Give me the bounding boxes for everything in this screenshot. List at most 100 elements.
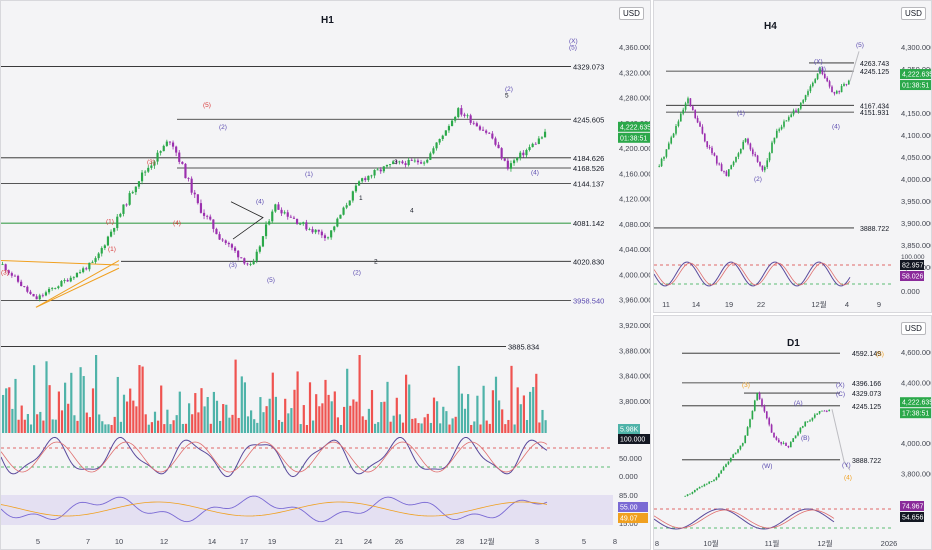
h1-price-tick: 4,040.000 — [619, 245, 651, 254]
d1-candle — [737, 449, 739, 453]
h1-volume-bar — [54, 419, 57, 433]
h1-volume-bar — [485, 420, 488, 433]
h1-volume-bar — [274, 396, 277, 433]
h1-wave-label: (1) — [106, 218, 114, 225]
h4-candle — [715, 155, 718, 164]
h1-volume-bar — [14, 378, 17, 433]
h1-volume-bar — [392, 415, 395, 433]
h4-candle — [703, 133, 706, 142]
d1-candle — [753, 400, 756, 411]
d1-chart-panel[interactable]: 4,600.000 4,400.000 4,000.000 3,800.000 4592… — [653, 315, 932, 550]
h1-volume-bar — [454, 416, 457, 433]
d1-candle — [761, 399, 763, 406]
h1-volume-bar — [132, 400, 135, 433]
h1-volume-bar — [470, 424, 473, 433]
h1-volume-bar — [467, 394, 470, 433]
h1-x-tick: 12월 — [479, 536, 494, 546]
h4-candle — [735, 156, 737, 162]
h4-chart[interactable]: 4,300.0004,250.0004,150.0004,100.0004,05… — [654, 1, 932, 313]
h1-currency[interactable]: USD — [619, 7, 644, 20]
h4-candle — [771, 142, 773, 153]
h1-volume-bar — [463, 408, 467, 433]
h1-wave-label: 3 — [394, 159, 398, 166]
h1-candle — [85, 268, 88, 270]
h4-level-label: 4167.434 — [860, 103, 889, 110]
h1-candle — [122, 204, 125, 214]
h1-candle — [230, 244, 234, 248]
h1-candle — [426, 159, 429, 163]
h1-volume-bar — [451, 418, 454, 433]
h4-candle — [814, 79, 817, 83]
d1-candle — [715, 477, 718, 480]
h1-price-tick: 4,320.000 — [619, 68, 651, 77]
d1-wave-label: (A) — [794, 400, 803, 407]
h4-candle — [807, 91, 809, 96]
h1-volume-bar — [209, 423, 212, 433]
h4-candle — [696, 117, 699, 123]
h1-volume-bar — [91, 388, 95, 433]
h1-wedge-line — [1, 260, 120, 266]
h4-candle — [677, 121, 680, 126]
d1-candle — [698, 487, 701, 489]
h1-candle — [472, 122, 475, 124]
h1-candle — [35, 296, 38, 300]
h1-volume-bar — [473, 421, 476, 433]
h1-volume-bar — [432, 397, 436, 433]
h1-candle — [370, 175, 373, 177]
h1-osc-tick: 0.000 — [619, 472, 638, 481]
d1-candle — [751, 410, 754, 420]
h1-candle — [292, 217, 296, 219]
h1-level-label: 4144.137 — [573, 179, 604, 188]
h4-candle — [833, 92, 836, 94]
h1-candle — [159, 151, 162, 153]
h1-chart-panel[interactable]: 4,360.0004,320.0004,280.0004,240.0004,20… — [0, 0, 651, 550]
h4-candle — [847, 80, 850, 85]
h4-currency[interactable]: USD — [901, 7, 926, 20]
h1-wave-label: (1) — [108, 246, 116, 253]
h4-candle — [840, 85, 843, 93]
h1-candle — [193, 192, 196, 195]
h4-wave-label: (5) — [856, 42, 864, 49]
h1-price-tick: 4,000.000 — [619, 270, 651, 279]
h4-osc-value2-bg — [900, 271, 924, 281]
h1-volume-bar — [315, 394, 318, 433]
h1-volume-bar — [64, 382, 67, 433]
h1-candle — [54, 288, 57, 289]
h1-x-tick: 24 — [364, 537, 372, 546]
h1-candle — [302, 222, 305, 224]
h1-candle — [199, 203, 203, 213]
h1-candle — [441, 135, 444, 140]
h4-candle — [713, 153, 716, 156]
h1-wave-label: 1 — [359, 195, 363, 202]
h1-candle — [447, 126, 451, 131]
h1-candle — [4, 264, 7, 271]
d1-chart[interactable]: 4,600.000 4,400.000 4,000.000 3,800.000 4592… — [654, 316, 932, 550]
h1-candle — [243, 258, 246, 264]
h4-candle — [809, 86, 812, 92]
h1-candle — [209, 216, 212, 220]
d1-wave-label: (X) — [836, 382, 845, 389]
h4-x-tick: 12월 — [811, 299, 826, 309]
h1-x-tick: 5 — [36, 537, 40, 546]
h1-volume-bar — [175, 415, 178, 433]
h4-level-label: 4151.931 — [860, 110, 889, 117]
h1-volume-bar — [253, 419, 256, 433]
h4-candle — [675, 125, 677, 134]
h1-candle — [224, 240, 227, 243]
h4-wave-label: (1) — [737, 110, 745, 117]
h4-chart-panel[interactable]: 4,300.0004,250.0004,150.0004,100.0004,05… — [653, 0, 932, 313]
d1-x-tick: 11월 — [765, 538, 780, 548]
h1-volume-bar — [29, 424, 33, 433]
d1-currency[interactable]: USD — [901, 322, 926, 335]
h1-candle — [506, 160, 509, 169]
h4-candle — [708, 147, 711, 148]
h1-chart[interactable]: 4,360.0004,320.0004,280.0004,240.0004,20… — [1, 1, 651, 550]
d1-level-label: 4592.149 — [852, 351, 881, 358]
h1-rsi-tick: 15.00 — [619, 519, 638, 528]
h1-wave-label: 4 — [410, 208, 414, 215]
h4-candle — [727, 169, 730, 177]
d1-osc-value2: 54.656 — [902, 515, 924, 522]
h1-rsi-value: 55.00 — [620, 505, 638, 512]
h1-candle — [51, 288, 54, 289]
h1-candle — [91, 261, 94, 263]
